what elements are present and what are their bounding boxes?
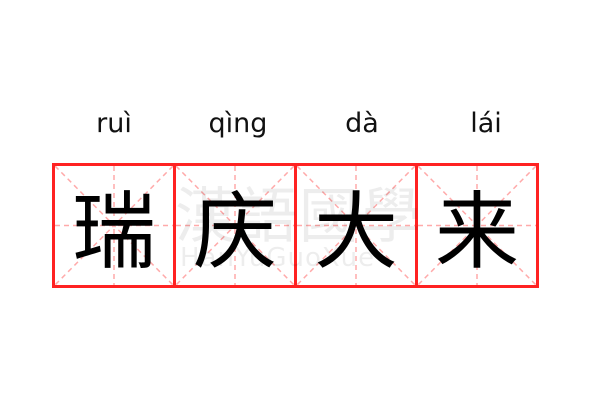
character-cell: 瑞 <box>52 163 176 288</box>
character-cell: 来 <box>415 163 539 288</box>
character: 瑞 <box>71 183 156 281</box>
guide-lines <box>176 166 294 285</box>
guide-lines <box>55 166 173 285</box>
guide-lines <box>418 166 536 285</box>
character-cell: 庆 <box>173 163 297 288</box>
pinyin-3: dà <box>345 108 379 139</box>
character: 大 <box>313 183 398 281</box>
character-grid: 瑞 庆 大 来 <box>52 163 548 288</box>
character: 庆 <box>192 183 277 281</box>
pinyin-1: ruì <box>96 108 132 139</box>
character-cell: 大 <box>294 163 418 288</box>
watermark-hanzi: 漢語國學 <box>175 182 423 252</box>
character: 来 <box>434 183 519 281</box>
watermark-latin: HanYuGuoXue <box>180 243 376 273</box>
pinyin-row: ruì qìng dà lái <box>52 108 548 139</box>
pinyin-4: lái <box>470 108 502 139</box>
guide-lines <box>297 166 415 285</box>
pinyin-2: qìng <box>208 108 268 139</box>
